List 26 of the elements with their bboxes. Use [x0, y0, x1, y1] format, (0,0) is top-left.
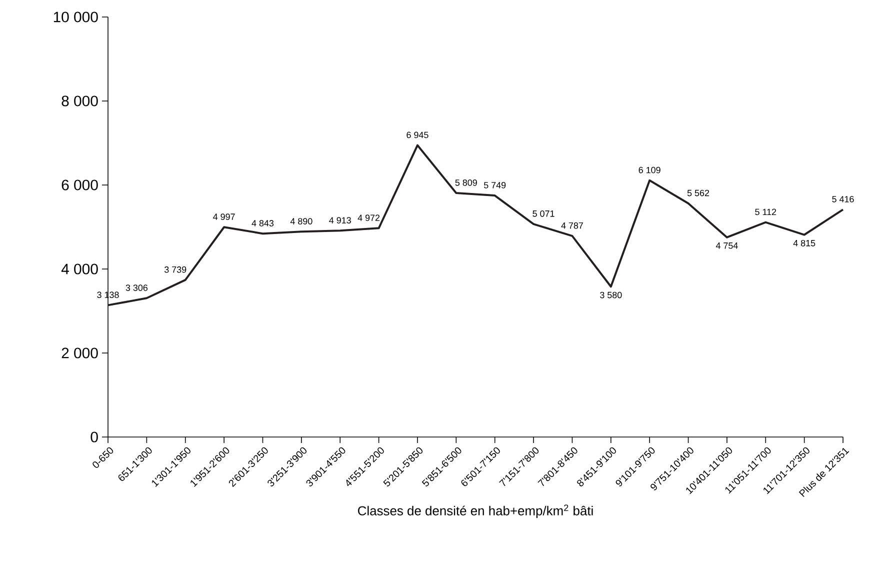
data-label: 4 754 [716, 242, 738, 249]
data-label: 4 843 [252, 220, 274, 226]
data-label: 4 997 [213, 214, 235, 220]
data-label: 5 749 [484, 182, 506, 188]
y-tick-label: 10 000 [54, 12, 98, 22]
data-label: 5 562 [687, 190, 710, 196]
data-label: 4 890 [290, 218, 312, 224]
data-label: 5 112 [755, 208, 776, 216]
data-label: 6 945 [406, 132, 428, 138]
y-tick-label: 6 000 [62, 180, 98, 190]
y-tick-label: 2 000 [62, 348, 98, 358]
x-axis-title: Classes de densité en hab+emp/km$^{2}$ bâti [358, 504, 593, 518]
data-label: 4 972 [358, 214, 380, 221]
data-label: 4 787 [561, 222, 583, 229]
data-label: 3 580 [600, 292, 622, 298]
data-label: 5 809 [455, 179, 477, 186]
y-tick-label: 8 000 [62, 96, 98, 106]
y-tick-label: 4 000 [61, 264, 98, 274]
data-label: 4 815 [793, 240, 816, 246]
y-tick-label: 0 [90, 432, 98, 442]
data-label: 6 109 [638, 166, 660, 174]
data-label: 3 306 [126, 284, 148, 291]
data-label: 3 739 [164, 266, 186, 273]
data-label: 5 416 [832, 196, 854, 202]
data-label: 4 913 [329, 217, 351, 224]
data-label: 5 071 [532, 210, 554, 217]
